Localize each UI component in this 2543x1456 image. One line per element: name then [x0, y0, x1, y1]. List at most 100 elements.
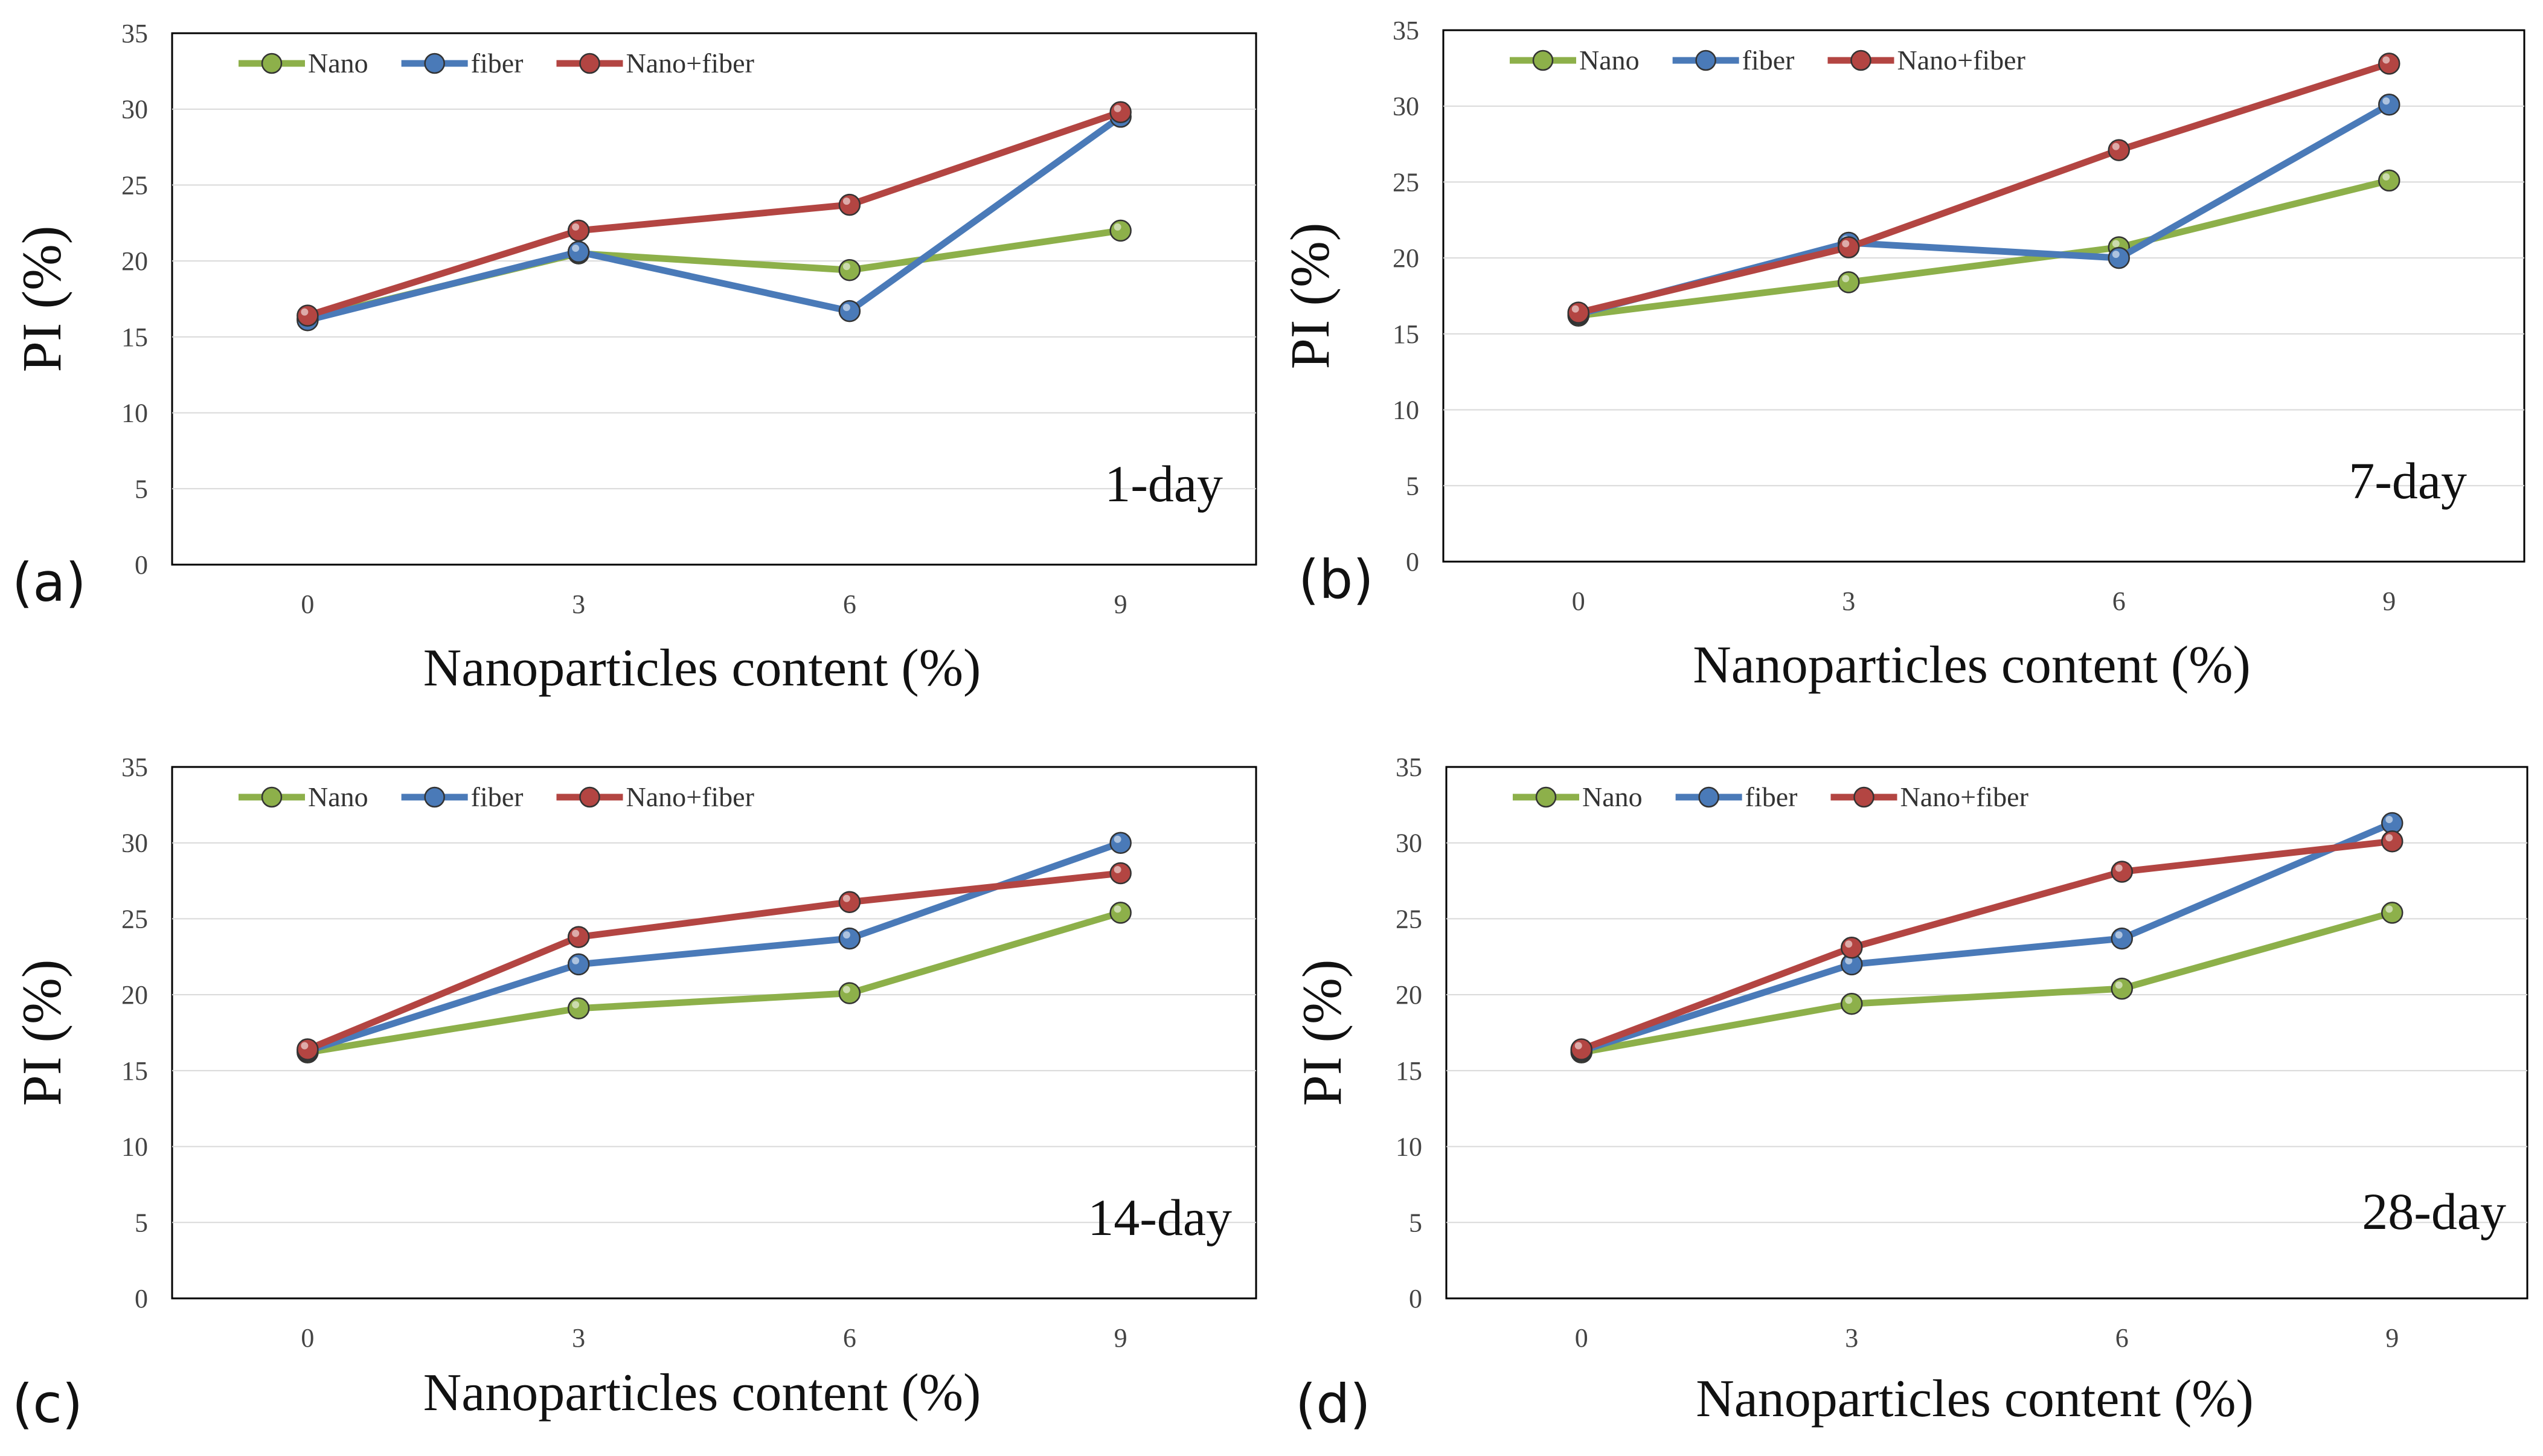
x-tick-label: 6	[2112, 586, 2126, 616]
data-point-highlight	[1574, 1042, 1582, 1050]
legend: Nano fiber Nano+fiber	[1513, 781, 2028, 812]
x-tick-label: 0	[301, 589, 314, 619]
data-point-highlight	[842, 263, 850, 271]
y-tick-label: 0	[1406, 547, 1419, 577]
data-point	[567, 219, 590, 242]
data-point	[2381, 812, 2404, 835]
data-point-highlight	[1845, 940, 1853, 948]
y-tick-label: 5	[135, 474, 148, 504]
legend: Nano fiber Nano+fiber	[1510, 45, 2025, 75]
data-point	[1109, 832, 1132, 854]
data-point-highlight	[842, 197, 850, 205]
data-point-highlight	[1571, 305, 1579, 313]
data-point	[2381, 830, 2404, 853]
data-point	[1109, 219, 1132, 242]
legend-entry: fiber	[471, 48, 524, 79]
data-point-highlight	[842, 931, 850, 939]
data-point	[1841, 992, 1863, 1015]
legend-swatch-marker	[1850, 50, 1871, 71]
y-axis-label: PI (%)	[1279, 223, 1341, 370]
y-tick-label: 0	[135, 1284, 148, 1313]
data-point-highlight	[1114, 104, 1121, 112]
data-point-highlight	[1114, 223, 1121, 231]
data-point-highlight	[2112, 240, 2120, 248]
y-axis-label: PI (%)	[11, 226, 72, 373]
y-axis-label: PI (%)	[1291, 960, 1353, 1106]
legend-entry: Nano+fiber	[626, 48, 754, 79]
series-line-nano	[1575, 177, 2393, 319]
y-tick-label: 25	[1393, 167, 1419, 197]
y-tick-label: 35	[121, 19, 148, 48]
data-point	[2111, 927, 2133, 950]
panel-letter: (d)	[1295, 1373, 1371, 1435]
y-tick-label: 20	[1393, 243, 1419, 273]
legend-swatch-marker	[1532, 50, 1554, 71]
x-tick-label: 3	[1842, 586, 1855, 616]
panel-letter: (b)	[1298, 548, 1374, 611]
data-point-highlight	[2385, 905, 2393, 913]
legend-entry: fiber	[1745, 781, 1798, 812]
data-point	[2381, 902, 2404, 924]
data-point	[297, 304, 319, 327]
data-point-highlight	[572, 1001, 580, 1009]
data-point	[2378, 53, 2400, 75]
data-point	[567, 926, 590, 948]
day-annotation: 14-day	[1088, 1188, 1232, 1246]
legend: Nano fiber Nano+fiber	[239, 781, 754, 812]
data-point	[1109, 902, 1132, 924]
series-line-nano-plus-fiber	[304, 109, 1124, 319]
chart-panel-c: 0 5 10 15 20 25 30 35 0 3 6 9 Nano fiber Nano+fiber 14-…	[11, 752, 1257, 1435]
data-point	[838, 982, 861, 1004]
y-tick-label: 5	[1406, 471, 1419, 501]
series-line-nano-plus-fiber	[304, 870, 1124, 1053]
x-axis-label: Nanoparticles content (%)	[1696, 1370, 2254, 1428]
legend-entry: Nano	[1582, 781, 1643, 812]
y-tick-label: 15	[1393, 319, 1419, 349]
data-point-highlight	[2385, 834, 2393, 842]
y-tick-label: 35	[1396, 752, 1422, 782]
data-point-highlight	[2382, 97, 2390, 105]
data-point	[1109, 862, 1132, 885]
legend-swatch-marker	[579, 786, 600, 808]
data-point	[567, 953, 590, 976]
data-point	[2378, 93, 2400, 116]
x-tick-label: 9	[2385, 1323, 2399, 1353]
data-point	[1838, 271, 1860, 293]
y-tick-label: 15	[121, 1056, 148, 1086]
panel-letter: (a)	[12, 551, 86, 614]
x-axis-label: Nanoparticles content (%)	[1693, 636, 2251, 694]
data-point	[297, 1038, 319, 1060]
data-point-highlight	[572, 223, 580, 231]
data-point-highlight	[2115, 981, 2123, 989]
y-tick-label: 10	[1393, 396, 1419, 425]
y-tick-label: 10	[1396, 1132, 1422, 1162]
data-point	[838, 258, 861, 281]
chart-panel-b: 0 5 10 15 20 25 30 35 0 3 6 9 Nano fiber Nano+fiber 7-d…	[1279, 16, 2525, 694]
data-point-highlight	[842, 304, 850, 312]
legend-swatch-marker	[1535, 786, 1557, 808]
data-point	[2378, 169, 2400, 192]
y-tick-label: 20	[1396, 980, 1422, 1010]
data-point	[2108, 139, 2130, 161]
y-tick-label: 35	[121, 752, 148, 782]
data-point	[1570, 1038, 1592, 1060]
legend-swatch-marker	[1853, 786, 1874, 808]
data-point	[1838, 236, 1860, 258]
data-point-highlight	[301, 1042, 309, 1050]
y-tick-label: 0	[1409, 1284, 1422, 1313]
data-point	[2111, 977, 2133, 1000]
series-line-nano	[304, 909, 1124, 1056]
legend-swatch-marker	[424, 53, 445, 74]
y-tick-label: 0	[135, 550, 148, 580]
series-line-fiber	[304, 113, 1124, 324]
data-point-highlight	[1114, 905, 1121, 913]
data-point-highlight	[572, 957, 580, 964]
data-point-highlight	[1842, 275, 1850, 283]
series-line-fiber	[1578, 819, 2396, 1054]
x-tick-label: 0	[301, 1323, 314, 1353]
x-tick-label: 9	[2382, 586, 2396, 616]
data-point	[838, 300, 861, 322]
data-point	[567, 240, 590, 263]
y-tick-label: 5	[135, 1208, 148, 1237]
